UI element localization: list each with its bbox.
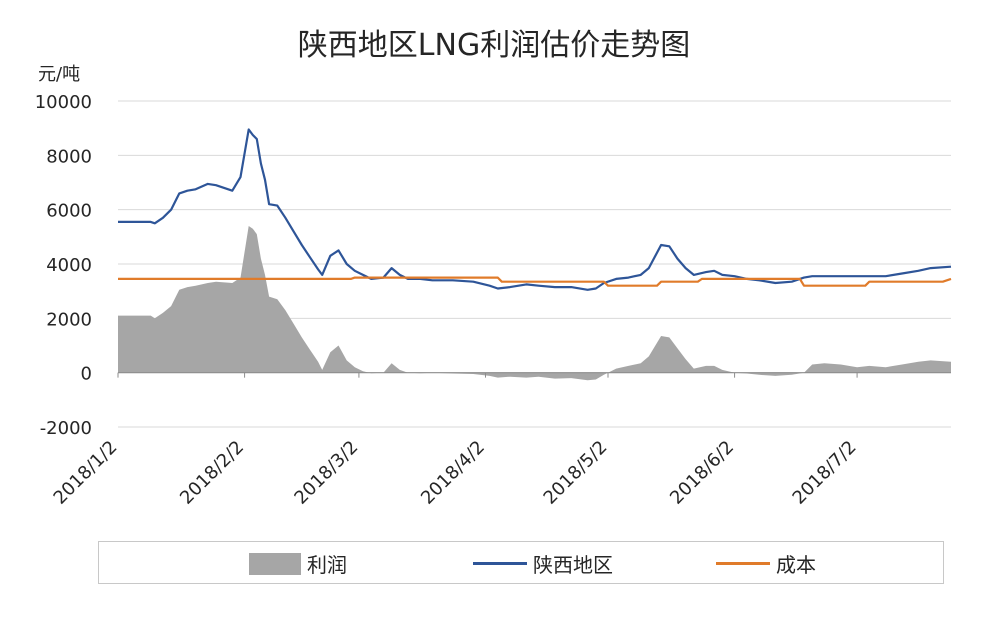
legend-item-shaanxi: 陕西地区: [473, 542, 613, 585]
legend-item-profit: 利润: [249, 542, 347, 585]
legend-swatch-cost: [716, 562, 770, 565]
legend: 利润 陕西地区 成本: [98, 541, 944, 584]
series-area-profit: [118, 226, 951, 381]
y-axis-unit-label: 元/吨: [38, 64, 81, 85]
x-tick-label: 2018/1/2: [50, 437, 122, 509]
x-tick-label: 2018/2/2: [176, 437, 248, 509]
legend-label-shaanxi: 陕西地区: [533, 553, 613, 577]
y-tick-label: 8000: [46, 146, 92, 167]
y-tick-labels: 10000 8000 6000 4000 2000 0 -2000: [35, 92, 92, 439]
x-tick-label: 2018/3/2: [290, 437, 362, 509]
x-tick-label: 2018/7/2: [789, 437, 861, 509]
legend-swatch-shaanxi: [473, 562, 527, 565]
x-tick-label: 2018/6/2: [666, 437, 738, 509]
series-line-cost: [118, 276, 952, 287]
line-layer: [118, 128, 952, 291]
y-tick-label: -2000: [40, 418, 92, 439]
legend-label-cost: 成本: [776, 553, 816, 577]
y-tick-label: 10000: [35, 92, 92, 113]
y-tick-label: 6000: [46, 201, 92, 222]
x-tick-label: 2018/4/2: [417, 437, 489, 509]
profit-area-layer: [118, 226, 951, 381]
chart-title: 陕西地区LNG利润估价走势图: [297, 28, 691, 63]
y-tick-label: 2000: [46, 309, 92, 330]
legend-swatch-profit: [249, 552, 301, 575]
series-line-shaanxi: [118, 128, 952, 291]
legend-item-cost: 成本: [716, 542, 816, 585]
x-tick-labels: 2018/1/2 2018/2/2 2018/3/2 2018/4/2 2018/5/2…: [50, 372, 861, 509]
legend-label-profit: 利润: [307, 553, 347, 577]
y-tick-label: 4000: [46, 255, 92, 276]
x-tick-label: 2018/5/2: [540, 437, 612, 509]
y-tick-label: 0: [81, 364, 92, 385]
